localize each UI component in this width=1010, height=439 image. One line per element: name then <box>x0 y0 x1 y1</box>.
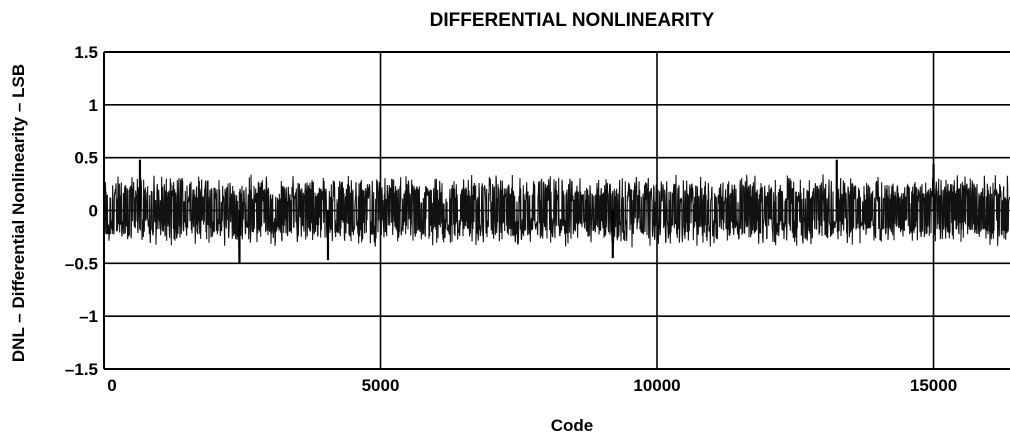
x-tick-label-1: 5000 <box>362 376 400 395</box>
dnl-series <box>104 159 1010 264</box>
y-tick-label-6: –1.5 <box>65 360 98 379</box>
y-axis-label: DNL – Differential Nonlinearity – LSB <box>9 64 28 362</box>
y-tick-label-3: 0 <box>89 202 98 221</box>
chart-title: DIFFERENTIAL NONLINEARITY <box>430 10 715 31</box>
x-tick-labels: 0 5000 10000 15000 <box>107 376 957 395</box>
x-axis-label: Code <box>551 416 594 435</box>
y-tick-labels: 1.5 1 0.5 0 –0.5 –1 –1.5 <box>65 43 98 379</box>
x-tick-label-2: 10000 <box>633 376 680 395</box>
y-tick-label-2: 0.5 <box>74 149 98 168</box>
y-tick-label-0: 1.5 <box>74 43 98 62</box>
x-tick-label-3: 15000 <box>910 376 957 395</box>
y-tick-label-5: –1 <box>79 307 98 326</box>
y-tick-label-1: 1 <box>89 96 98 115</box>
plot-frame <box>103 51 1010 370</box>
x-tick-label-0: 0 <box>107 376 116 395</box>
dnl-trace <box>104 159 1010 264</box>
y-tick-label-4: –0.5 <box>65 254 98 273</box>
